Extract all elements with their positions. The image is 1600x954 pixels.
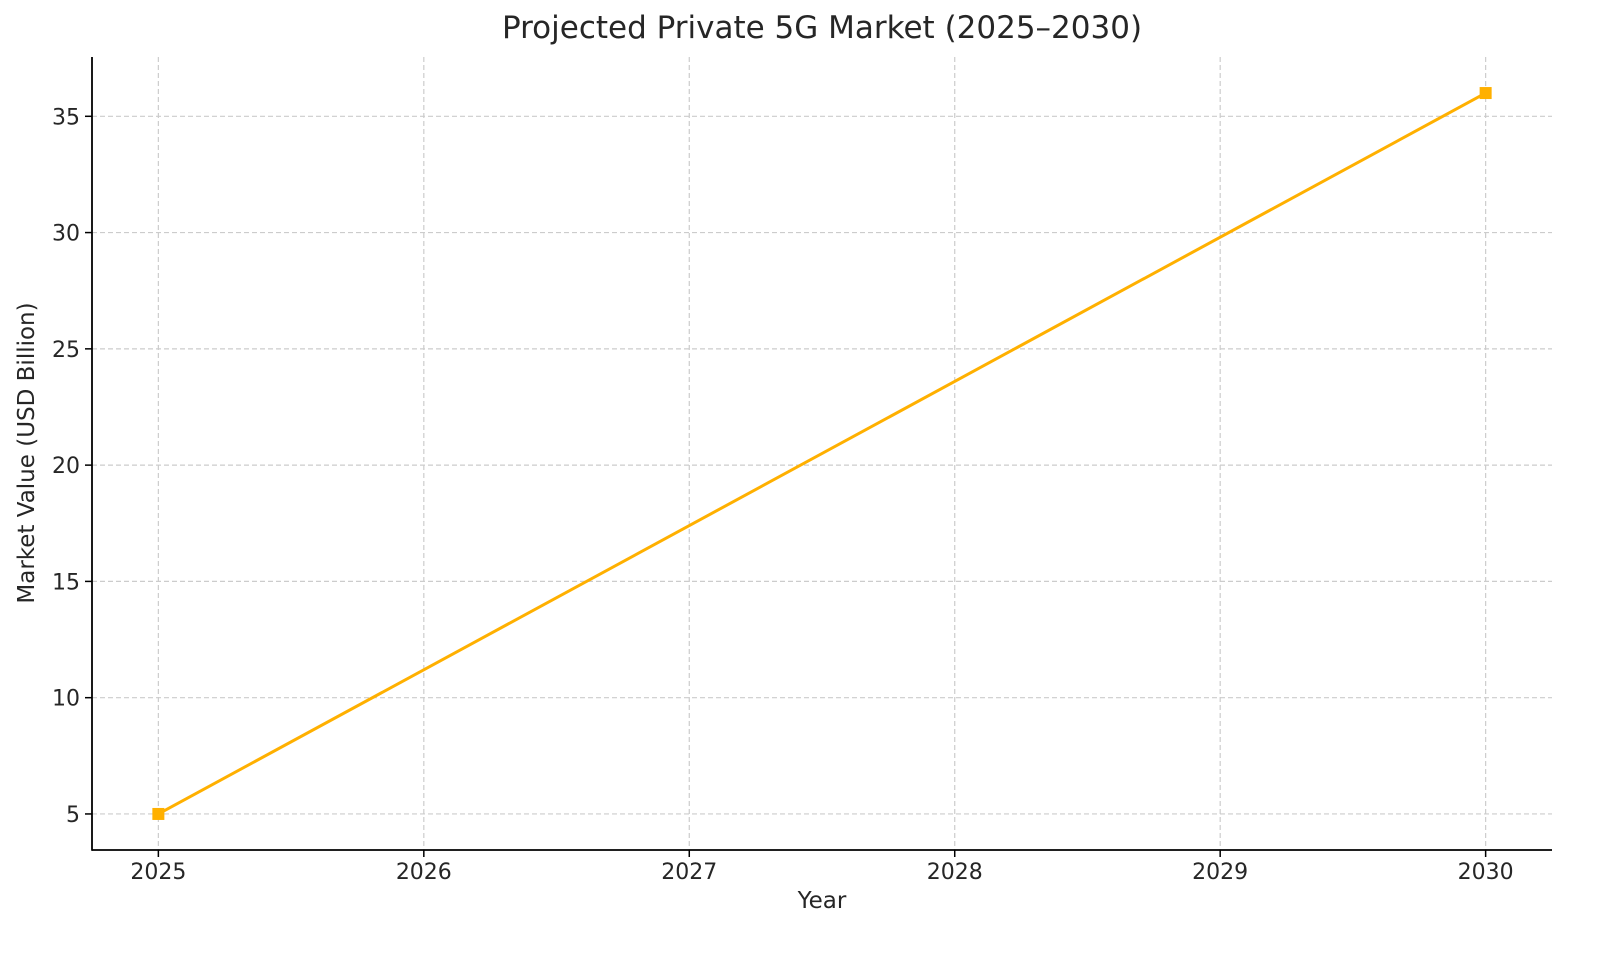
chart-title: Projected Private 5G Market (2025–2030) [501,10,1143,46]
data-series [152,87,1492,820]
x-tick-label: 2025 [130,860,186,885]
y-tick-label: 20 [52,454,80,479]
x-axis-label: Year [797,888,847,914]
data-point-marker [152,807,165,820]
axes [85,57,1552,857]
y-axis-label: Market Value (USD Billion) [14,302,40,604]
y-tick-label: 10 [52,687,80,712]
y-tick-label: 5 [66,803,80,828]
x-tick-label: 2029 [1192,860,1248,885]
x-tick-label: 2026 [396,860,452,885]
series-line [157,91,1487,816]
y-tick-label: 35 [52,105,80,130]
x-tick-label: 2027 [661,860,717,885]
y-tick-label: 25 [52,338,80,363]
x-tick-label: 2028 [927,860,983,885]
x-tick-label: 2030 [1458,860,1514,885]
data-point-marker [1479,87,1492,100]
y-tick-label: 30 [52,222,80,247]
grid-lines [92,57,1552,850]
y-tick-label: 15 [52,570,80,595]
